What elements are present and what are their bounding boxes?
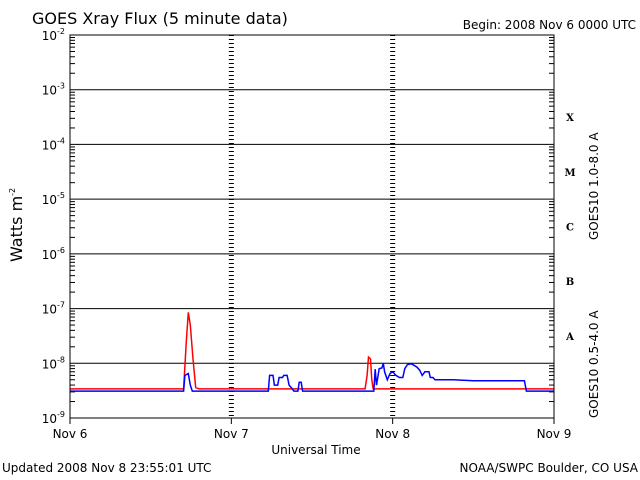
series-line-short	[70, 363, 554, 392]
legend-long-channel: GOES10 1.0-8.0 A	[587, 132, 601, 240]
legend-short-channel: GOES10 0.5-4.0 A	[587, 310, 601, 418]
y-tick-label: 10-3	[42, 82, 65, 98]
series-lines	[70, 312, 554, 392]
y-tick-label: 10-8	[42, 355, 65, 371]
x-tick-label: Nov 7	[214, 427, 249, 441]
flare-class-B: B	[566, 277, 574, 288]
y-tick-label: 10-6	[42, 246, 65, 262]
grid	[70, 35, 554, 418]
chart-title: GOES Xray Flux (5 minute data)	[32, 9, 288, 28]
flare-class-M: M	[564, 168, 575, 179]
x-tick-label: Nov 8	[375, 427, 410, 441]
credit: NOAA/SWPC Boulder, CO USA	[460, 461, 639, 475]
y-tick-label: 10-9	[42, 410, 65, 426]
y-tick-label: 10-4	[42, 136, 65, 152]
plot-frame	[69, 34, 555, 419]
begin-time: Begin: 2008 Nov 6 0000 UTC	[463, 18, 636, 32]
y-axis-label: Watts m-2	[7, 188, 26, 262]
flare-class-labels: A B C M X	[564, 113, 575, 343]
x-axis-label: Universal Time	[271, 443, 360, 457]
y-tick-label: 10-7	[42, 301, 65, 317]
x-tick-label: Nov 9	[537, 427, 572, 441]
flare-class-C: C	[566, 223, 574, 234]
y-axis-ticks: 10-9 10-8 10-7 10-6 10-5 10-4 10-3 10-2	[42, 27, 554, 426]
y-tick-label: 10-2	[42, 27, 65, 43]
x-axis-ticks: Nov 6 Nov 7 Nov 8 Nov 9	[53, 418, 572, 441]
updated-time: Updated 2008 Nov 8 23:55:01 UTC	[2, 461, 211, 475]
y-tick-label: 10-5	[42, 191, 65, 207]
x-tick-label: Nov 6	[53, 427, 88, 441]
flare-class-X: X	[566, 113, 574, 124]
flare-class-A: A	[565, 332, 574, 343]
series-line-long	[70, 312, 554, 390]
